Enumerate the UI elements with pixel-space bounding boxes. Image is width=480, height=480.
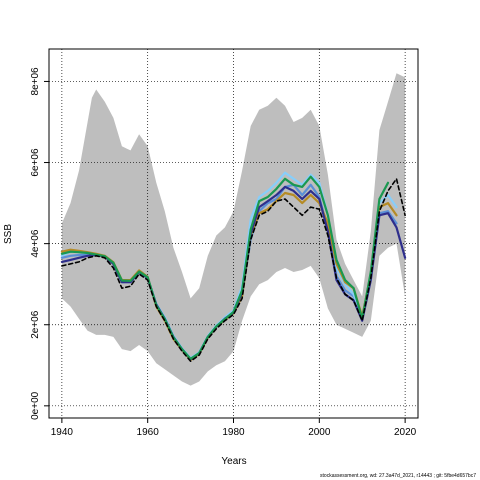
x-tick-label: 1960 (137, 427, 160, 438)
x-axis-title: Years (221, 456, 246, 467)
y-tick-label: 6e+06 (30, 148, 41, 177)
y-tick-label: 0e+00 (30, 391, 41, 420)
series-layer (60, 171, 407, 362)
axis-layer: 1940 1960 1980 2000 2020 0e+00 2e+06 4e+06 6e+06… (30, 67, 417, 438)
series-line-6 (61, 178, 406, 362)
y-tick-label: 8e+06 (30, 67, 41, 96)
y-tick-label: 4e+06 (30, 229, 41, 258)
x-tick-label: 1980 (222, 427, 245, 438)
y-tick-label: 2e+06 (30, 310, 41, 339)
x-tick-label: 2020 (394, 427, 417, 438)
x-tick-label: 1940 (51, 427, 74, 438)
y-axis-title: SSB (3, 224, 14, 244)
series-line-5 (60, 175, 390, 360)
x-tick-label: 2000 (308, 427, 331, 438)
footnote: stockassessment.org, wd: 27.3a47d_2021, … (320, 473, 476, 479)
plot-frame (48, 48, 419, 419)
